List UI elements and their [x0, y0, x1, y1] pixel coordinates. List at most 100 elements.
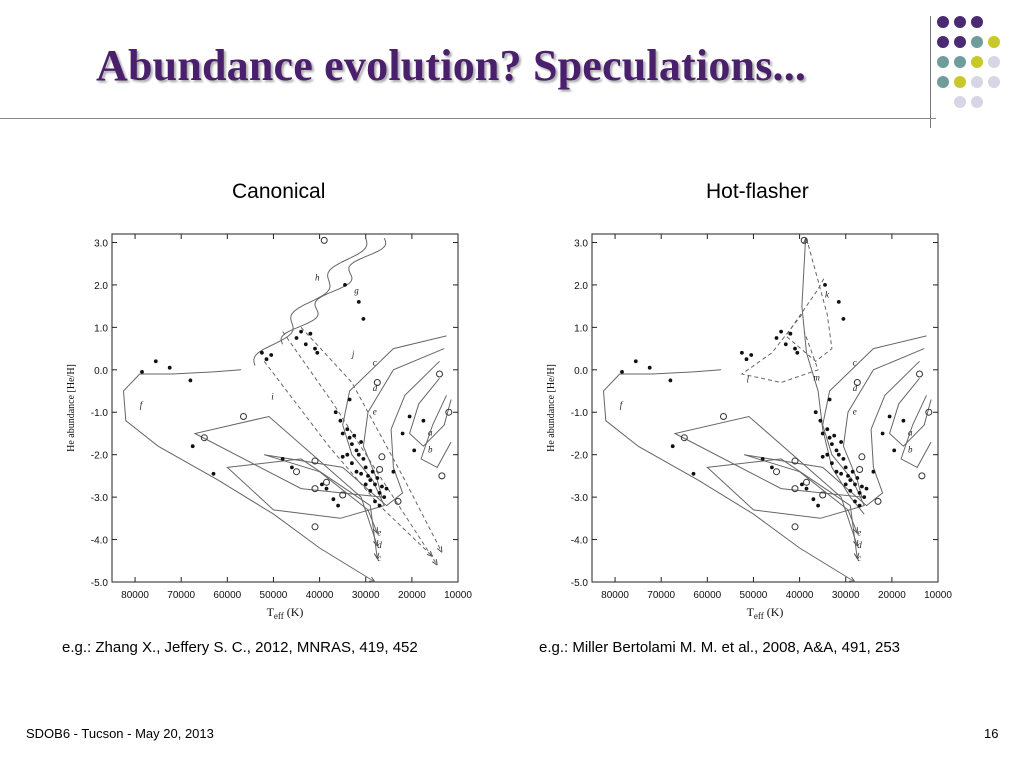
data-point — [373, 482, 377, 487]
data-point — [830, 461, 834, 466]
data-point — [788, 331, 793, 336]
data-point — [290, 465, 294, 470]
data-point — [400, 431, 405, 436]
data-point — [336, 503, 340, 508]
track-a — [409, 377, 452, 447]
chart-canonical: 3.0 2.0 1.0 0.0 -1.0 -2.0 -3.0 -4.0 -5.0 80000 700… — [66, 233, 472, 621]
data-point — [269, 353, 274, 357]
data-point — [363, 482, 368, 487]
track-loop — [193, 348, 445, 547]
open-marker — [311, 457, 319, 465]
open-marker — [925, 408, 933, 416]
track-label: d — [373, 383, 378, 393]
decor-dot — [954, 36, 966, 48]
open-marker — [819, 491, 827, 499]
open-marker — [373, 379, 381, 386]
track-loop — [264, 360, 440, 534]
data-point — [384, 486, 389, 491]
track-g — [280, 237, 387, 345]
data-point — [857, 491, 862, 495]
data-point — [860, 484, 864, 489]
x-axis-title: Teff (K) — [267, 605, 304, 621]
data-point — [345, 427, 350, 432]
title-divider — [0, 118, 936, 119]
chart-hot-flasher: 3.0 2.0 1.0 0.0 -1.0 -2.0 -3.0 -4.0 -5.0 80000 700… — [546, 233, 952, 621]
track-label: c — [857, 553, 861, 563]
data-point — [857, 503, 862, 508]
data-point — [340, 431, 345, 436]
y-tick-label: 3.0 — [94, 238, 108, 249]
data-point — [361, 317, 366, 321]
open-marker — [800, 236, 808, 244]
decor-dot — [971, 56, 983, 68]
track-label: h — [315, 273, 320, 283]
track-b — [420, 395, 452, 469]
data-point — [303, 342, 308, 347]
track-arrow — [852, 527, 858, 534]
x-tick-label: 20000 — [878, 590, 906, 601]
panel-label-hot-flasher: Hot-flasher — [706, 180, 809, 203]
data-point — [855, 476, 860, 480]
caption-hot-flasher: e.g.: Miller Bertolami M. M. et al., 200… — [539, 639, 901, 656]
data-point — [839, 440, 843, 444]
track-arrow — [368, 576, 376, 583]
data-point — [324, 486, 329, 491]
data-point — [153, 359, 158, 364]
data-point — [793, 346, 797, 351]
data-point — [354, 448, 359, 453]
data-point — [359, 440, 363, 444]
data-point — [823, 283, 827, 287]
track-label: a — [428, 428, 433, 438]
data-point — [370, 469, 375, 474]
data-point — [352, 433, 357, 438]
data-point — [892, 448, 897, 453]
caption-canonical: e.g.: Zhang X., Jeffery S. C., 2012, MNR… — [62, 639, 418, 656]
y-tick-label: -1.0 — [571, 408, 589, 419]
data-point — [380, 484, 384, 489]
decor-dot — [954, 56, 966, 68]
data-point — [620, 370, 624, 374]
y-tick-label: -3.0 — [91, 493, 109, 504]
track-arrow — [436, 546, 443, 553]
data-point — [333, 410, 338, 415]
data-point — [375, 476, 380, 480]
open-marker — [803, 478, 810, 486]
data-point — [373, 499, 377, 504]
data-point — [839, 471, 843, 476]
data-point — [366, 474, 370, 478]
data-point — [280, 457, 285, 461]
track-label: e — [857, 527, 861, 537]
y-tick-label: 3.0 — [574, 238, 588, 249]
data-point — [749, 353, 754, 357]
track-label: a — [908, 428, 913, 438]
track-l — [740, 314, 819, 384]
data-point — [140, 370, 144, 374]
open-marker — [791, 523, 799, 531]
track-label: e — [373, 406, 377, 416]
track-label: b — [908, 445, 913, 455]
open-marker — [856, 466, 864, 473]
data-point — [350, 442, 354, 446]
data-point — [377, 503, 382, 508]
decor-dot-grid — [937, 16, 1024, 132]
y-tick-label: 1.0 — [574, 323, 588, 334]
data-point — [825, 427, 830, 432]
y-axis-title: He abundance [He/H] — [66, 364, 77, 452]
data-point — [846, 474, 850, 478]
track-h — [253, 238, 368, 366]
x-tick-label: 40000 — [786, 590, 814, 601]
data-point — [830, 442, 834, 446]
data-point — [340, 454, 345, 459]
data-point — [377, 491, 382, 495]
track-label: l — [747, 375, 750, 385]
open-marker — [853, 379, 861, 386]
plot-frame — [111, 233, 459, 583]
track-arrow — [431, 559, 438, 566]
track-dashed — [300, 327, 443, 553]
data-point — [368, 488, 373, 493]
track-f — [602, 369, 856, 583]
data-point — [668, 378, 673, 383]
open-marker — [378, 453, 386, 461]
open-marker — [445, 408, 453, 416]
data-point — [871, 469, 876, 474]
